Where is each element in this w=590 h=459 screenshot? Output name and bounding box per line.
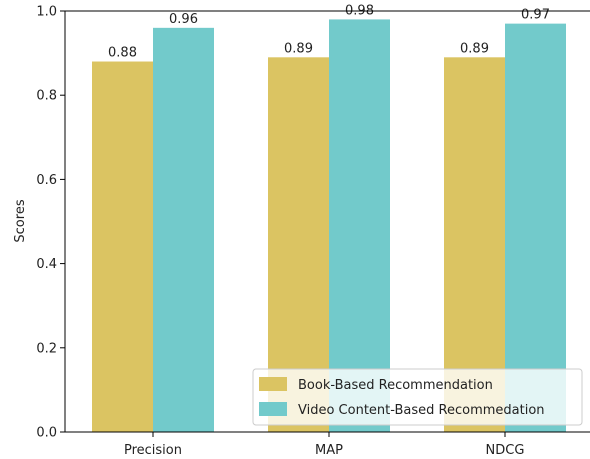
bar-video-map [329, 19, 390, 432]
y-tick-label: 0.2 [36, 341, 57, 356]
legend-label-book: Book-Based Recommendation [298, 378, 493, 393]
y-tick-label: 1.0 [36, 5, 57, 20]
legend-box [252, 368, 583, 426]
value-label-book-ndcg: 0.89 [460, 41, 489, 56]
bar-video-precision [153, 27, 214, 433]
value-label-book-precision: 0.88 [108, 46, 137, 61]
y-axis-label: Scores [13, 199, 28, 242]
y-axis: 0.0 0.2 0.4 0.6 0.8 1.0 [36, 5, 65, 441]
value-label-video-ndcg: 0.97 [521, 8, 550, 23]
value-labels-group: 0.88 0.89 0.890.960.98 0.97 [108, 3, 550, 60]
plot-frame [64, 10, 590, 433]
y-tick-label: 0.0 [36, 426, 57, 441]
bar-video-ndcg [505, 23, 566, 432]
legend-swatch-video [259, 402, 287, 416]
legend-label-video: Video Content-Based Recommedation [298, 403, 545, 418]
x-tick-label-map: MAP [315, 443, 343, 458]
value-label-video-precision: 0.96 [169, 12, 198, 27]
value-label-book-map: 0.89 [284, 41, 313, 56]
x-tick-label-precision: Precision [124, 443, 182, 458]
bar-book-precision [92, 61, 153, 433]
y-tick-label: 0.4 [36, 257, 57, 272]
legend-swatch-book [259, 377, 287, 391]
x-axis: Precision MAP NDCG [124, 432, 524, 458]
y-tick-label: 0.6 [36, 173, 57, 188]
legend: Book-Based Recommendation Video Content-… [252, 368, 583, 426]
bars-group [92, 19, 566, 433]
x-tick-label-ndcg: NDCG [486, 443, 525, 458]
y-tick-label: 0.8 [36, 89, 57, 104]
